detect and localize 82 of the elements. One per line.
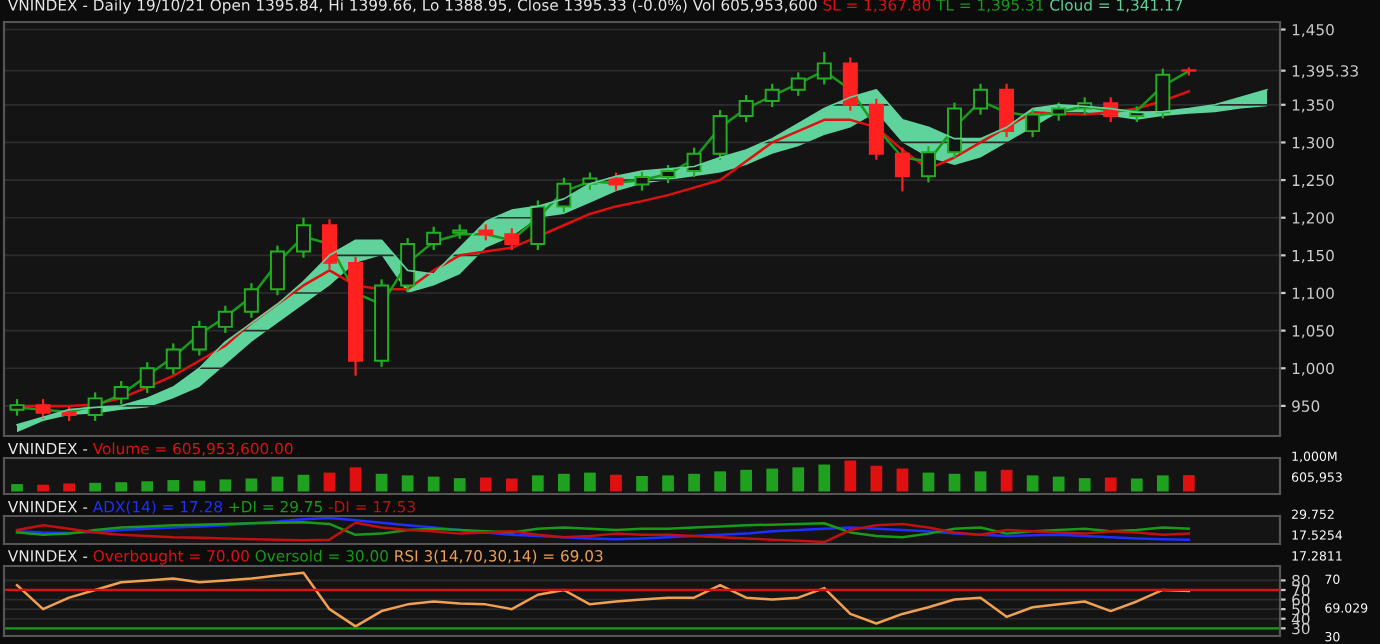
bar [844,460,857,492]
bar [323,472,336,492]
bar [401,475,414,492]
candlestick [504,227,520,252]
candlestick [269,244,285,297]
candlestick [243,282,259,319]
bar [167,480,180,492]
bar [688,473,700,492]
candlestick [764,82,780,109]
candlestick [686,146,702,179]
candlestick [217,304,233,334]
bar [1052,476,1065,492]
candlestick [35,398,51,420]
bar [219,479,232,492]
bar [662,475,674,492]
candlestick [608,171,624,192]
bar [766,468,779,492]
candlestick [1155,67,1171,120]
candlestick [400,236,416,293]
bar [740,469,753,492]
bar [453,478,466,492]
bar [271,476,284,492]
bar [896,468,909,492]
candlestick [530,199,546,252]
bar [558,473,570,492]
bar [531,475,544,492]
bar [63,483,75,492]
bar [870,465,883,492]
bar [141,481,154,492]
bar [1026,475,1039,492]
bar [584,472,596,492]
candlestick [295,216,311,259]
candlestick [426,225,442,252]
candlestick [947,101,962,160]
candlestick [556,176,572,214]
candlestick [1025,107,1041,139]
candlestick [322,218,337,270]
bar [948,473,961,492]
bar [922,472,935,492]
bar [505,478,518,492]
bar [297,474,310,492]
bar [427,476,440,492]
candlestick [920,145,936,184]
candlestick [87,391,103,423]
bar [636,476,648,492]
bar [245,478,258,492]
candlestick [894,146,910,193]
candlestick [165,342,181,376]
bar [818,464,831,492]
candlestick [842,56,858,112]
bar [349,467,362,492]
candlestick [113,379,129,406]
bar [1156,475,1169,492]
bar [1078,478,1091,492]
bar [193,480,206,492]
bar [792,467,805,492]
candlestick [712,108,728,161]
candlestick [634,169,650,192]
candlestick [1051,101,1067,122]
line-series [15,571,1191,628]
candlestick [816,51,832,86]
bar [115,482,128,492]
bar [89,482,101,492]
bar [37,484,49,492]
bar [375,473,388,492]
bar [610,474,622,492]
bar [479,477,492,492]
candlestick [999,82,1015,139]
bar [1104,477,1117,492]
bar [714,471,726,492]
candlestick [790,71,806,97]
bar [974,471,987,492]
candlestick [660,163,676,185]
candlestick [973,82,989,116]
bar [11,484,23,492]
bar [1000,469,1013,492]
bar [1183,475,1195,492]
candlestick [139,361,155,395]
bar [1130,478,1143,492]
candlestick [738,93,754,124]
candlestick [191,319,207,357]
candlestick [1103,96,1119,124]
